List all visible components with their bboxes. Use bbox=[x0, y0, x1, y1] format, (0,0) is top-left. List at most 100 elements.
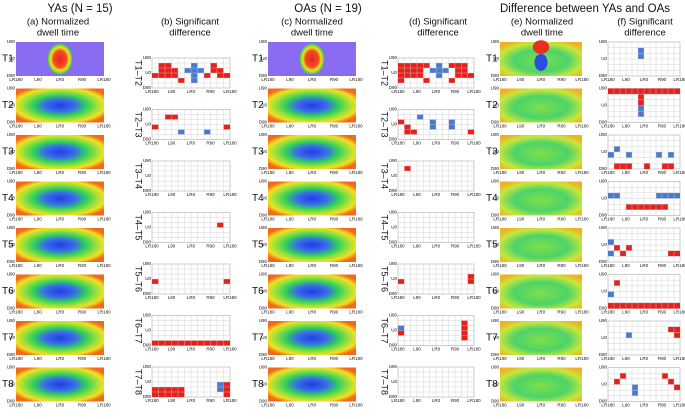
y-tick-label: D90 bbox=[491, 399, 500, 404]
y-tick-label: U0 bbox=[601, 149, 607, 154]
y-tick-label: U0 bbox=[261, 196, 267, 201]
y-tick-label: D90 bbox=[389, 188, 398, 193]
sig-cell bbox=[461, 63, 468, 68]
x-tick-label: L90 bbox=[517, 170, 525, 175]
sig-cell bbox=[626, 152, 632, 158]
y-tick-label: U0 bbox=[261, 103, 267, 108]
y-tick-label: U90 bbox=[491, 132, 500, 137]
sig-cell bbox=[632, 88, 638, 95]
x-tick-label: LR180 bbox=[223, 192, 237, 197]
sig-cell bbox=[171, 392, 178, 397]
x-tick-label: LR180 bbox=[145, 398, 159, 403]
y-tick-label: U90 bbox=[259, 272, 268, 277]
heatmap-blob bbox=[299, 43, 325, 75]
y-tick-label: D90 bbox=[7, 352, 16, 357]
heatmap-blob bbox=[47, 43, 73, 75]
y-tick-label: U0 bbox=[391, 328, 397, 333]
pair-label: T3–T4 bbox=[380, 163, 390, 189]
x-tick-label: LR0 bbox=[640, 356, 649, 361]
sig-cell bbox=[638, 99, 644, 106]
sig-cell bbox=[191, 78, 198, 83]
x-tick-label: R90 bbox=[330, 356, 339, 361]
x-tick-label: LR0 bbox=[56, 77, 65, 82]
x-tick-label: L90 bbox=[168, 141, 176, 146]
y-tick-label: D90 bbox=[491, 213, 500, 218]
x-tick-label: R90 bbox=[658, 217, 667, 222]
sig-cell bbox=[650, 88, 656, 95]
x-tick-label: LR180 bbox=[601, 356, 615, 361]
y-tick-label: D90 bbox=[389, 343, 398, 348]
sig-cell bbox=[423, 63, 430, 68]
sig-cell bbox=[614, 192, 620, 199]
x-tick-label: LR180 bbox=[575, 356, 589, 361]
x-tick-label: LR180 bbox=[9, 217, 23, 222]
y-tick-label: U0 bbox=[493, 103, 499, 108]
x-tick-label: R90 bbox=[78, 263, 87, 268]
y-tick-label: U0 bbox=[601, 289, 607, 294]
y-tick-label: U90 bbox=[259, 318, 268, 323]
x-tick-label: R90 bbox=[330, 77, 339, 82]
y-tick-label: U0 bbox=[391, 173, 397, 178]
sig-cell bbox=[461, 325, 468, 331]
pair-label: T4–T5 bbox=[134, 214, 144, 240]
sig-cell bbox=[650, 302, 656, 309]
sig-cell bbox=[223, 387, 230, 392]
sig-cell bbox=[662, 204, 668, 210]
x-tick-label: R90 bbox=[206, 398, 215, 403]
pair-label: T2–T3 bbox=[134, 111, 144, 137]
sig-cell bbox=[178, 129, 185, 135]
sig-cell bbox=[398, 119, 405, 125]
x-tick-label: LR180 bbox=[673, 310, 685, 315]
pair-label: T5–T6 bbox=[380, 266, 390, 292]
sig-cell bbox=[210, 340, 217, 346]
sig-cell bbox=[626, 163, 632, 169]
y-tick-label: D90 bbox=[259, 73, 268, 78]
x-tick-label: LR180 bbox=[97, 310, 111, 315]
row-label: T8 bbox=[2, 379, 14, 390]
group-title: OAs (N = 19) bbox=[294, 3, 362, 15]
y-tick-label: U90 bbox=[599, 318, 608, 323]
sig-cell bbox=[626, 332, 632, 338]
sig-cell bbox=[410, 63, 417, 68]
sig-cell bbox=[217, 387, 224, 392]
row-label: T3 bbox=[486, 147, 498, 158]
x-tick-label: LR180 bbox=[575, 310, 589, 315]
sig-cell bbox=[152, 124, 159, 130]
x-tick-label: L90 bbox=[413, 244, 421, 249]
y-tick-label: U0 bbox=[261, 56, 267, 61]
x-tick-label: LR180 bbox=[467, 89, 481, 94]
x-tick-label: LR0 bbox=[187, 141, 196, 146]
x-tick-label: L90 bbox=[413, 141, 421, 146]
x-tick-label: LR0 bbox=[187, 398, 196, 403]
x-tick-label: LR180 bbox=[493, 77, 507, 82]
x-tick-label: L90 bbox=[286, 403, 294, 408]
x-tick-label: LR180 bbox=[97, 170, 111, 175]
y-tick-label: U0 bbox=[9, 289, 15, 294]
sig-cell bbox=[461, 330, 468, 336]
x-tick-label: LR180 bbox=[467, 141, 481, 146]
sig-cell bbox=[442, 68, 449, 73]
x-tick-label: LR180 bbox=[601, 170, 615, 175]
y-tick-label: U90 bbox=[143, 364, 152, 369]
y-tick-label: U90 bbox=[389, 107, 398, 112]
pair-label: T1–T2 bbox=[134, 60, 144, 86]
sig-cell bbox=[668, 302, 674, 309]
x-tick-label: LR180 bbox=[349, 124, 363, 129]
x-tick-label: R90 bbox=[330, 170, 339, 175]
y-tick-label: U90 bbox=[599, 272, 608, 277]
x-tick-label: R90 bbox=[206, 89, 215, 94]
x-tick-label: LR180 bbox=[467, 347, 481, 352]
y-tick-label: D90 bbox=[599, 259, 608, 264]
x-tick-label: L90 bbox=[168, 244, 176, 249]
x-tick-label: R90 bbox=[330, 263, 339, 268]
x-tick-label: LR0 bbox=[537, 356, 546, 361]
x-tick-label: LR0 bbox=[537, 217, 546, 222]
x-tick-label: LR180 bbox=[575, 170, 589, 175]
sig-cell bbox=[608, 152, 614, 158]
x-tick-label: LR180 bbox=[601, 263, 615, 268]
heatmap bbox=[500, 274, 582, 309]
sig-cell bbox=[178, 78, 185, 83]
y-tick-label: U0 bbox=[261, 382, 267, 387]
x-tick-label: LR180 bbox=[391, 295, 405, 300]
y-tick-label: D90 bbox=[7, 399, 16, 404]
